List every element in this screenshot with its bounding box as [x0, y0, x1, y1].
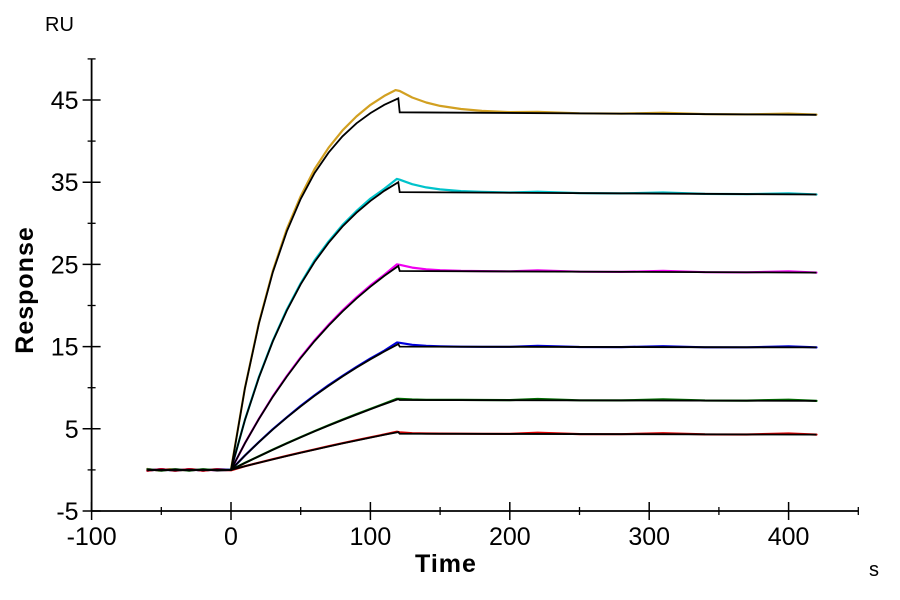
- y-axis-unit-label: RU: [45, 14, 74, 36]
- x-axis-title: Time: [415, 550, 477, 578]
- y-tick-label: 5: [65, 416, 79, 444]
- x-tick-label: 0: [224, 523, 238, 551]
- y-tick-label: 35: [51, 169, 79, 197]
- series-curve-5-fit: [147, 398, 817, 471]
- x-tick-label: 400: [768, 523, 810, 551]
- x-axis-unit-label: s: [869, 559, 879, 581]
- y-axis-title: Response: [11, 226, 39, 353]
- series-curve-4-fit: [147, 342, 817, 471]
- y-tick-label: 15: [51, 334, 79, 362]
- series-curve-1-highest-conc-fit: [147, 97, 817, 471]
- series-curve-2-data: [146, 177, 818, 472]
- x-tick-label: 200: [489, 523, 531, 551]
- series-curve-6-lowest-conc-fit: [147, 431, 817, 471]
- series-curve-4-data: [146, 341, 818, 472]
- y-tick-label: 25: [51, 251, 79, 279]
- x-tick-label: 100: [350, 523, 392, 551]
- y-tick-label: 45: [51, 87, 79, 115]
- series-curve-3-fit: [147, 264, 817, 471]
- x-tick-label: 300: [628, 523, 670, 551]
- y-tick-label: -5: [56, 498, 78, 526]
- chart-generated-content: -100 0 100 200 300 400 -5 5 15 25 35 45: [51, 58, 859, 551]
- x-tick-label: -100: [67, 523, 117, 551]
- series-curve-2-fit: [147, 180, 817, 471]
